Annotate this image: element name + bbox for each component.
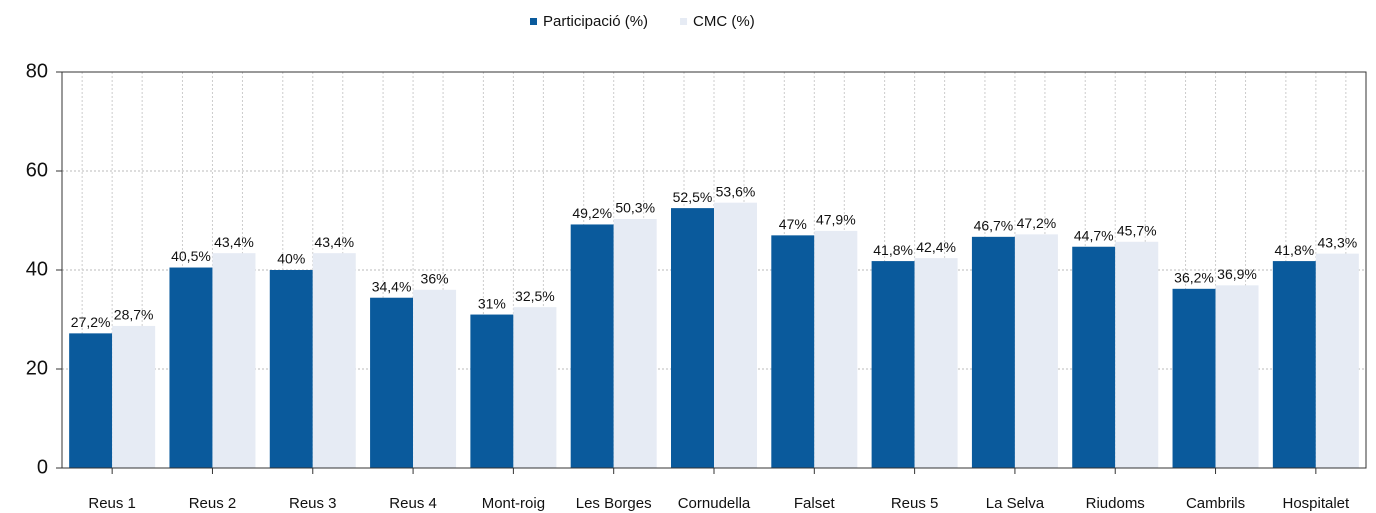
value-label: 34,4%	[372, 278, 412, 294]
bar	[513, 307, 557, 468]
bar	[1115, 241, 1159, 468]
x-tick-label: Falset	[794, 495, 836, 512]
bar	[971, 236, 1015, 468]
y-tick-label: 60	[26, 159, 48, 181]
value-label: 40%	[277, 251, 305, 267]
bar	[1272, 261, 1316, 468]
value-label: 36,2%	[1174, 270, 1214, 286]
value-label: 36,9%	[1217, 266, 1257, 282]
bar	[69, 333, 113, 468]
bar	[470, 314, 514, 468]
x-tick-label: Mont-roig	[482, 495, 545, 512]
value-label: 32,5%	[515, 288, 555, 304]
y-tick-label: 40	[26, 258, 48, 280]
y-tick-label: 80	[26, 60, 48, 82]
bar	[714, 202, 757, 468]
legend-marker	[680, 18, 688, 25]
bar	[771, 235, 815, 468]
x-tick-label: Cornudella	[678, 495, 751, 512]
bar	[370, 297, 414, 468]
value-label: 43,3%	[1317, 234, 1357, 250]
bar	[1215, 285, 1259, 468]
value-label: 49,2%	[572, 205, 612, 221]
value-label: 42,4%	[916, 239, 956, 255]
x-tick-label: Reus 5	[891, 495, 939, 512]
bar	[112, 325, 156, 468]
bar	[1172, 288, 1216, 468]
value-label: 43,4%	[314, 234, 354, 250]
bar	[169, 267, 213, 468]
value-label: 41,8%	[1274, 242, 1314, 258]
bar	[1072, 246, 1116, 468]
bar	[914, 258, 958, 468]
value-label: 53,6%	[716, 183, 756, 199]
value-label: 47%	[779, 216, 807, 232]
value-label: 36%	[421, 271, 449, 287]
x-tick-label: La Selva	[986, 495, 1045, 512]
x-tick-label: Reus 1	[88, 495, 136, 512]
bar	[212, 253, 256, 468]
value-label: 41,8%	[873, 242, 913, 258]
value-label: 47,9%	[816, 212, 856, 228]
x-tick-label: Reus 4	[389, 495, 437, 512]
legend-marker	[530, 18, 537, 25]
value-label: 40,5%	[171, 248, 211, 264]
value-label: 50,3%	[615, 200, 655, 216]
legend-label: CMC (%)	[693, 13, 755, 30]
bar	[613, 219, 657, 468]
value-label: 45,7%	[1117, 222, 1157, 238]
x-tick-label: Cambrils	[1186, 495, 1245, 512]
value-label: 46,7%	[974, 218, 1014, 234]
plot-frame	[61, 71, 1367, 469]
bar	[570, 224, 614, 468]
bar	[312, 253, 356, 468]
x-tick-label: Les Borges	[576, 495, 652, 512]
value-label: 52,5%	[673, 189, 713, 205]
y-tick-label: 20	[26, 357, 48, 379]
legend-label: Participació (%)	[543, 13, 648, 30]
bar	[269, 270, 313, 468]
x-tick-label: Reus 2	[189, 495, 237, 512]
value-label: 44,7%	[1074, 227, 1114, 243]
x-tick-label: Hospitalet	[1282, 495, 1350, 512]
value-label: 27,2%	[71, 314, 111, 330]
value-label: 47,2%	[1017, 215, 1057, 231]
x-tick-label: Reus 3	[289, 495, 337, 512]
x-tick-label: Riudoms	[1086, 495, 1145, 512]
bar	[671, 208, 714, 468]
bar	[1014, 234, 1058, 468]
bar	[413, 289, 457, 468]
y-tick-label: 0	[37, 456, 48, 478]
bar	[1315, 253, 1359, 468]
value-label: 43,4%	[214, 234, 254, 250]
value-label: 31%	[478, 295, 506, 311]
bar	[871, 261, 915, 468]
value-label: 28,7%	[114, 307, 154, 323]
bar	[814, 230, 858, 468]
